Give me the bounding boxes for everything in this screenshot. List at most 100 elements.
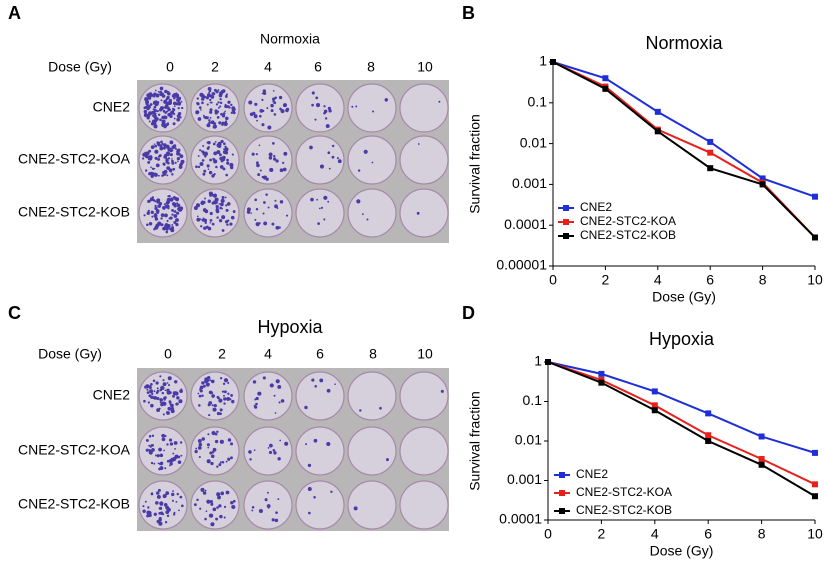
colony: [153, 109, 157, 113]
colony: [142, 505, 145, 508]
colony: [148, 385, 152, 389]
colony: [316, 198, 319, 201]
colony: [206, 164, 210, 167]
colony: [211, 222, 215, 226]
colony: [363, 149, 368, 154]
colony: [251, 152, 255, 156]
colony: [203, 219, 207, 222]
colony: [215, 204, 219, 209]
colony: [268, 450, 273, 454]
colony: [223, 378, 229, 383]
colony: [154, 100, 158, 104]
colony: [168, 390, 172, 395]
colony: [220, 198, 225, 203]
legend-label: CNE2: [576, 467, 608, 481]
colony: [210, 461, 214, 466]
legend-marker: [563, 205, 569, 211]
plate: [399, 135, 449, 185]
colony: [196, 215, 199, 218]
colony: [155, 501, 159, 505]
colony: [226, 158, 229, 162]
colony: [212, 507, 217, 512]
colony: [215, 517, 219, 521]
colony: [180, 388, 183, 391]
colony: [246, 207, 251, 212]
colony: [149, 446, 152, 448]
colony: [356, 199, 361, 204]
colony: [201, 394, 204, 398]
colony: [211, 174, 215, 178]
legend-label: CNE2-STC2-KOA: [576, 485, 672, 499]
colony: [179, 495, 183, 499]
colony: [199, 161, 204, 166]
colony: [209, 116, 212, 119]
colony: [196, 97, 199, 100]
colony: [310, 197, 314, 202]
colony: [175, 500, 178, 503]
colony: [151, 172, 155, 175]
colony: [270, 103, 274, 108]
colony: [203, 95, 207, 99]
colony: [198, 394, 202, 398]
colony: [440, 389, 444, 393]
colony: [178, 209, 181, 212]
colony: [209, 379, 212, 382]
colony: [166, 382, 169, 384]
colony: [277, 385, 282, 389]
colony: [219, 412, 222, 416]
data-point: [705, 432, 712, 439]
colony: [173, 202, 177, 207]
colony: [353, 506, 358, 511]
colony: [318, 207, 321, 210]
colony: [204, 115, 208, 120]
colony: [277, 498, 280, 501]
colony: [216, 216, 219, 219]
colony: [175, 148, 177, 150]
colony: [172, 122, 176, 126]
colony: [330, 490, 333, 493]
colony: [205, 510, 208, 513]
panel-title: Normoxia: [260, 31, 320, 47]
colony: [180, 100, 183, 103]
colony: [160, 201, 162, 204]
colony: [221, 215, 226, 220]
colony: [147, 160, 151, 164]
x-tick-label: 6: [704, 526, 712, 542]
colony: [176, 156, 180, 161]
colony: [156, 396, 160, 401]
colony: [251, 509, 254, 512]
colony: [255, 402, 258, 406]
colony: [163, 203, 166, 206]
colony: [285, 107, 290, 112]
colony: [201, 95, 204, 98]
colony: [222, 158, 226, 162]
colony: [166, 388, 170, 393]
colony: [216, 506, 219, 509]
colony: [272, 89, 275, 92]
colony: [279, 439, 282, 442]
colony: [200, 109, 202, 111]
colony: [179, 441, 183, 444]
colony: [209, 110, 213, 114]
colony: [209, 211, 213, 216]
colony: [207, 168, 210, 170]
colony: [176, 148, 181, 153]
colony: [168, 194, 171, 198]
colony: [259, 169, 262, 172]
colony: [331, 144, 335, 148]
plate: [295, 83, 345, 133]
colony: [207, 141, 210, 143]
colony: [218, 218, 223, 223]
colony: [213, 173, 216, 176]
colony: [313, 495, 316, 499]
colony: [159, 375, 162, 378]
colony: [166, 166, 171, 170]
data-point: [651, 407, 658, 414]
y-tick-label: 0.00001: [496, 257, 547, 273]
colony: [217, 208, 220, 210]
colony: [274, 412, 277, 414]
colony: [154, 104, 158, 107]
colony: [216, 465, 219, 468]
colony: [265, 193, 268, 196]
colony: [201, 101, 204, 105]
